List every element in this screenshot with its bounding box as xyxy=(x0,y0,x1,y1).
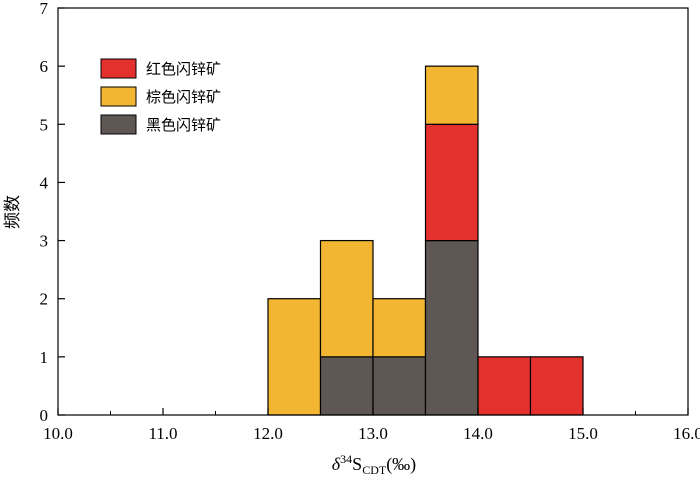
x-label-subscript: CDT xyxy=(362,463,387,477)
bar-series-0-bin-1 xyxy=(319,356,374,416)
y-tick-label: 5 xyxy=(40,115,49,134)
y-tick-label: 4 xyxy=(40,173,49,192)
x-label-superscript: 34 xyxy=(340,452,352,466)
bar-series-2-bin-1 xyxy=(319,239,374,358)
legend-label-2: 黑色闪锌矿 xyxy=(146,116,221,134)
y-tick-label: 3 xyxy=(40,232,49,251)
bar-series-2-bin-2 xyxy=(372,298,427,358)
axis-ticks: 10.0 11.0 12.0 13.0 14.0 15.0 16.0 0 1 2 3 4 5 6 7 xyxy=(40,0,700,443)
legend-swatch-0 xyxy=(100,58,137,79)
x-label-unit: (‰) xyxy=(386,454,416,475)
x-tick-label: 13.0 xyxy=(358,424,388,443)
bar-series-1-bin-4 xyxy=(477,356,532,416)
bars-layer xyxy=(267,65,584,416)
bar-series-0-bin-3 xyxy=(424,239,479,416)
x-tick-label: 14.0 xyxy=(463,424,493,443)
legend-swatch-2 xyxy=(100,114,137,135)
bar-series-0-bin-2 xyxy=(372,356,427,416)
x-tick-label: 11.0 xyxy=(148,424,177,443)
x-axis-label: δ34SCDT(‰) xyxy=(332,452,416,477)
y-tick-label: 2 xyxy=(40,290,49,309)
legend-label-1: 棕色闪锌矿 xyxy=(146,88,221,106)
x-label-delta: δ xyxy=(332,454,341,474)
y-tick-label: 7 xyxy=(40,0,49,18)
x-tick-label: 15.0 xyxy=(568,424,598,443)
bar-series-1-bin-3 xyxy=(424,123,479,242)
y-tick-label: 0 xyxy=(40,406,49,425)
legend-swatch-1 xyxy=(100,86,137,107)
y-tick-label: 6 xyxy=(40,57,49,76)
legend-label-0: 红色闪锌矿 xyxy=(146,60,221,78)
bar-series-2-bin-3 xyxy=(424,65,479,125)
bar-series-1-bin-5 xyxy=(529,356,584,416)
bar-series-2-bin-0 xyxy=(267,298,322,416)
x-tick-label: 16.0 xyxy=(673,424,700,443)
y-axis-label: 频数 xyxy=(3,195,23,229)
x-label-main: S xyxy=(352,454,362,474)
x-tick-label: 10.0 xyxy=(43,424,73,443)
y-tick-label: 1 xyxy=(40,348,49,367)
x-tick-label: 12.0 xyxy=(253,424,283,443)
